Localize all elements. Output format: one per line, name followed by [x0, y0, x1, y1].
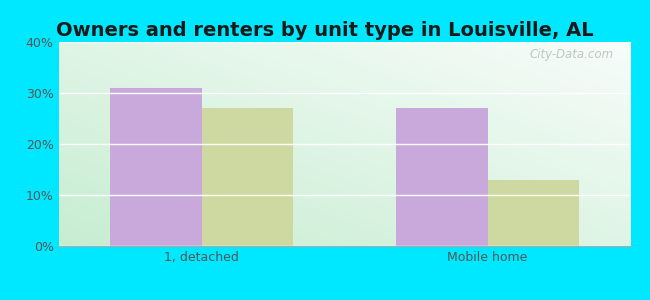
- Bar: [396, 108, 488, 246]
- Text: City-Data.com: City-Data.com: [529, 48, 614, 61]
- Text: Owners and renters by unit type in Louisville, AL: Owners and renters by unit type in Louis…: [56, 21, 594, 40]
- Bar: [488, 180, 579, 246]
- Bar: [110, 88, 202, 246]
- Bar: [202, 108, 293, 246]
